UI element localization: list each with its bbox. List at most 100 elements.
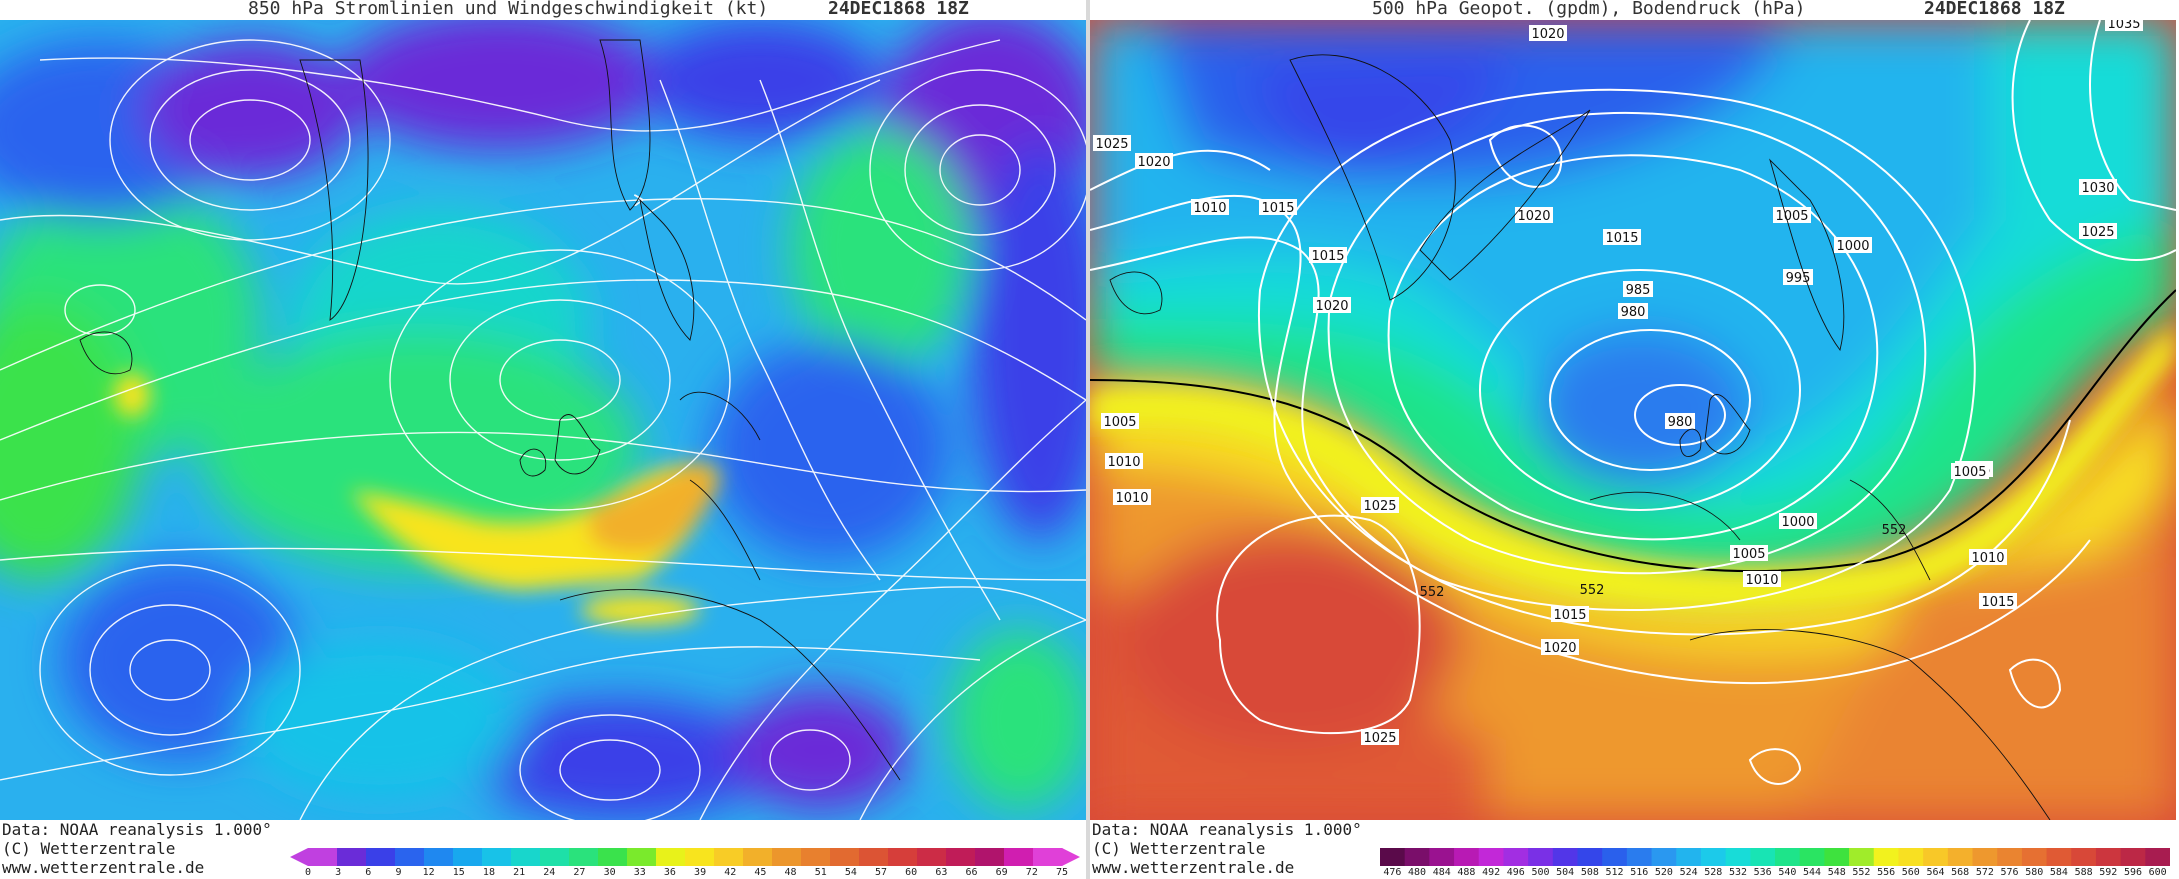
wind-speed-colorbar-swatch	[482, 848, 512, 866]
svg-text:1005: 1005	[1775, 209, 1808, 224]
geopotential-colorbar-swatch	[2120, 848, 2146, 866]
svg-text:1000: 1000	[1836, 239, 1869, 254]
wind-speed-colorbar-tick-label: 66	[965, 867, 978, 878]
wind-speed-colorbar-tick-label: 24	[543, 867, 556, 878]
geopotential-colorbar-tick-label: 580	[2025, 867, 2044, 878]
streamline-title-bar: 850 hPa Stromlinien und Windgeschwindigk…	[0, 0, 1086, 20]
geopotential-map[interactable]: 1020 1025 1020 1010 1015 1015 1020 1015 1010 1005…	[1089, 15, 2177, 821]
wind-speed-colorbar-tick-label: 33	[633, 867, 646, 878]
geopotential-colorbar-swatch	[1824, 848, 1850, 866]
geopotential-colorbar-tick-label: 476	[1383, 867, 1402, 878]
wind-speed-colorbar-swatch	[598, 848, 628, 866]
geopotential-colorbar-swatch	[1972, 848, 1998, 866]
geopotential-colorbar-swatch	[1849, 848, 1875, 866]
wind-speed-colorbar-cap-high	[1062, 848, 1080, 866]
streamline-footer: Data: NOAA reanalysis 1.000° (C) Wetterz…	[0, 820, 1086, 879]
isobar-label: 1015	[1979, 593, 2017, 610]
geopotential-colorbar-swatch	[1404, 848, 1430, 866]
isobar-label: 1005	[1101, 413, 1139, 430]
svg-text:1020: 1020	[1531, 27, 1564, 42]
geopotential-credit-url[interactable]: www.wetterzentrale.de	[1092, 858, 1295, 877]
geopotential-colorbar-tick-label: 588	[2074, 867, 2093, 878]
panel-divider	[1086, 0, 1090, 879]
wind-speed-colorbar-tick-label: 51	[814, 867, 827, 878]
geopotential-colorbar-tick-label: 560	[1901, 867, 1920, 878]
wind-speed-colorbar-swatch	[946, 848, 976, 866]
geopotential-colorbar-swatch	[1380, 848, 1406, 866]
wind-speed-colorbar-swatch	[772, 848, 802, 866]
wind-speed-colorbar-tick-label: 63	[935, 867, 948, 878]
wind-speed-colorbar-labels: 0 3 6 9 12 15 18 21 24 27 30 33 36 39 42 45 48 51 54 57 60 63…	[290, 867, 1080, 879]
geopotential-colorbar-tick-label: 492	[1482, 867, 1501, 878]
isobar-label: 1010	[1743, 571, 1781, 588]
wind-speed-colorbar-swatch	[1033, 848, 1063, 866]
svg-text:1020: 1020	[1517, 209, 1550, 224]
wind-speed-colorbar-swatch	[569, 848, 599, 866]
isobar-label: 995	[1783, 269, 1813, 286]
geopotential-colorbar-swatch	[1503, 848, 1529, 866]
wind-speed-colorbar-swatch	[917, 848, 947, 866]
geopotential-colorbar-tick-label: 528	[1704, 867, 1723, 878]
geopotential-colorbar-swatch	[1602, 848, 1628, 866]
svg-text:1000: 1000	[1781, 515, 1814, 530]
geopotential-colorbar-tick-label: 508	[1580, 867, 1599, 878]
geopotential-colorbar-swatch	[1947, 848, 1973, 866]
geopotential-colorbar-tick-label: 516	[1630, 867, 1649, 878]
wind-speed-colorbar-swatch	[511, 848, 541, 866]
geopotential-colorbar-swatch	[2071, 848, 2097, 866]
geopotential-colorbar-tick-label: 576	[2000, 867, 2019, 878]
isobar-label: 1010	[1113, 489, 1151, 506]
geopotential-colorbar-swatch	[1898, 848, 1924, 866]
geopotential-colorbar-swatch	[1577, 848, 1603, 866]
wind-speed-colorbar-tick-label: 21	[513, 867, 526, 878]
wind-speed-colorbar-swatch	[830, 848, 860, 866]
geopotential-colorbar-tick-label: 488	[1457, 867, 1476, 878]
isobar-label: 1015	[1551, 606, 1589, 623]
wind-speed-colorbar-tick-label: 54	[844, 867, 857, 878]
isobar-label: 1020	[1515, 207, 1553, 224]
wind-speed-colorbar-tick-label: 42	[724, 867, 737, 878]
isobar-label: 1025	[2079, 223, 2117, 240]
isobar-label: 1000	[1834, 237, 1872, 254]
streamline-date: 24DEC1868 18Z	[828, 0, 969, 19]
geopotential-colorbar-swatch	[1775, 848, 1801, 866]
streamlines	[0, 39, 1091, 826]
coastlines	[79, 39, 901, 781]
geopotential-contour-label: 552	[1580, 583, 1605, 598]
geopotential-colorbar-swatch	[1725, 848, 1751, 866]
geopotential-colorbar-tick-label: 524	[1679, 867, 1698, 878]
isobar-label: 1005	[1951, 463, 1989, 480]
svg-text:985: 985	[1626, 283, 1651, 298]
svg-text:1015: 1015	[1553, 608, 1586, 623]
wind-speed-colorbar-tick-label: 30	[603, 867, 616, 878]
streamline-map-svg: LHLLL	[0, 10, 1110, 826]
streamline-credit-url[interactable]: www.wetterzentrale.de	[2, 858, 205, 877]
geopotential-colorbar-tick-label: 544	[1803, 867, 1822, 878]
geopotential-colorbar-tick-label: 540	[1778, 867, 1797, 878]
isobar-label: 1025	[1361, 729, 1399, 746]
wind-speed-colorbar-swatch	[308, 848, 338, 866]
svg-text:1015: 1015	[1261, 201, 1294, 216]
geopotential-colorbar-tick-label: 536	[1753, 867, 1772, 878]
svg-text:1020: 1020	[1315, 299, 1348, 314]
geopotential-colorbar-tick-label: 500	[1531, 867, 1550, 878]
streamline-map[interactable]: LHLLL	[0, 10, 1110, 826]
geopotential-panel: 500 hPa Geopot. (gpdm), Bodendruck (hPa)…	[1089, 0, 2177, 879]
streamline-credit-copyright: (C) Wetterzentrale	[2, 839, 176, 858]
geopotential-colorbar-swatch	[1478, 848, 1504, 866]
wind-speed-colorbar-swatch	[888, 848, 918, 866]
svg-text:1010: 1010	[1193, 201, 1226, 216]
svg-text:1010: 1010	[1107, 455, 1140, 470]
wind-speed-colorbar-swatch	[656, 848, 686, 866]
geopotential-map-svg: 1020 1025 1020 1010 1015 1015 1020 1015 1010 1005…	[1089, 15, 2177, 821]
isobar-label: 985	[1623, 281, 1653, 298]
jet-core	[114, 373, 720, 625]
wind-speed-colorbar-tick-label: 6	[365, 867, 372, 878]
isobar-label: 1020	[1541, 639, 1579, 656]
wind-speed-colorbar-swatch	[540, 848, 570, 866]
wind-speed-colorbar-tick-label: 57	[875, 867, 888, 878]
geopotential-colorbar-swatch	[1651, 848, 1677, 866]
geopotential-colorbar-swatch	[2046, 848, 2072, 866]
geopotential-colorbar-swatch	[1528, 848, 1554, 866]
svg-text:1030: 1030	[2081, 181, 2114, 196]
